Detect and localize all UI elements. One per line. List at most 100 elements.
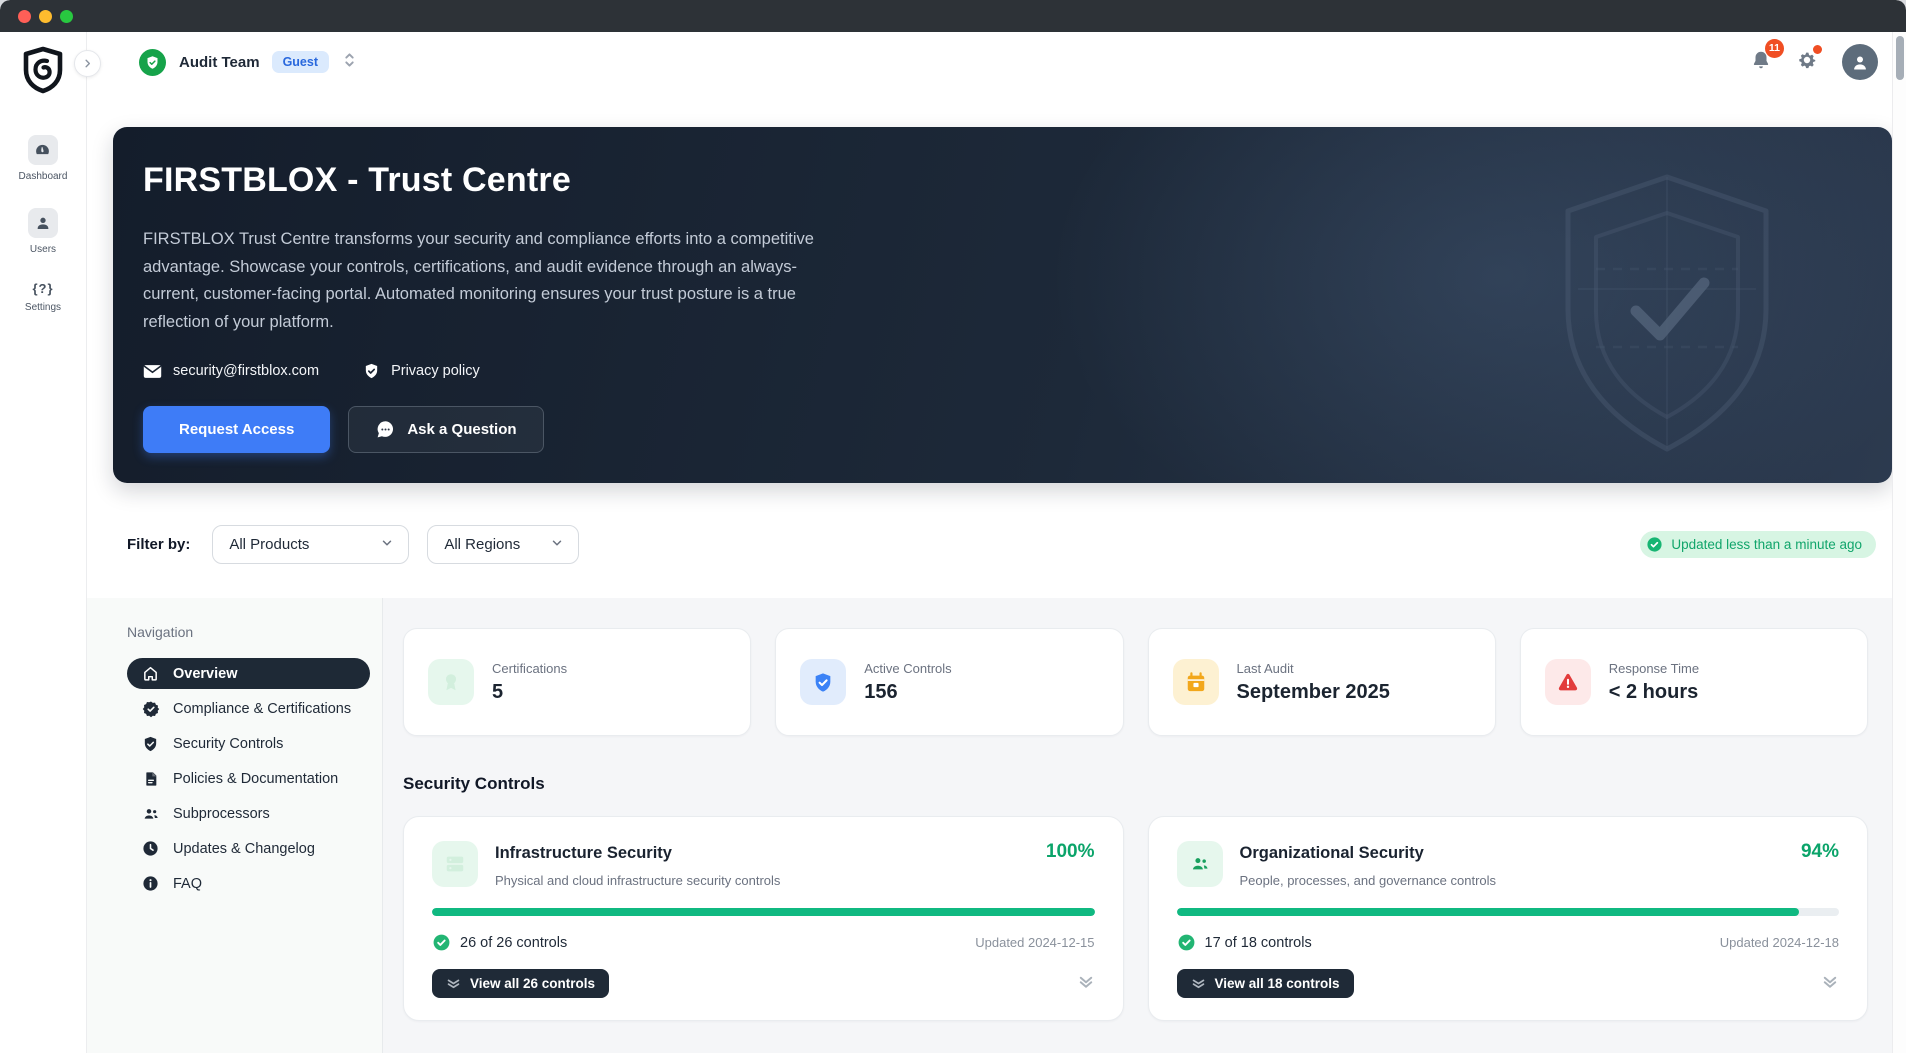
app-logo[interactable] (20, 46, 66, 99)
shield-check-icon (800, 659, 847, 705)
user-icon (27, 208, 58, 238)
security-controls-heading: Security Controls (403, 774, 545, 793)
person-icon (1854, 56, 1866, 70)
products-filter-select[interactable]: All Products (212, 525, 410, 564)
expand-card-button[interactable] (1821, 974, 1839, 994)
badge-check-icon (141, 699, 160, 718)
regions-filter-value: All Regions (444, 536, 521, 553)
last-updated-text: Updated less than a minute ago (1671, 537, 1862, 552)
stat-value: < 2 hours (1608, 680, 1699, 703)
gear-icon (1799, 52, 1816, 68)
progress-fill (1176, 908, 1800, 916)
document-icon (141, 769, 160, 788)
minimize-window-button[interactable] (39, 9, 52, 23)
filter-label: Filter by: (127, 536, 191, 553)
nav-item-faq[interactable]: FAQ (127, 868, 370, 899)
stat-card-active-controls: Active Controls 156 (775, 628, 1124, 736)
nav-item-policies-documentation[interactable]: Policies & Documentation (127, 763, 370, 794)
server-icon (432, 841, 478, 887)
nav-item-label: Compliance & Certifications (173, 700, 352, 717)
view-all-label: View all 26 controls (470, 976, 596, 991)
stat-value: September 2025 (1236, 680, 1390, 703)
chevron-down-icon (550, 536, 564, 554)
close-window-button[interactable] (18, 9, 31, 23)
privacy-policy-label: Privacy policy (391, 363, 480, 379)
nav-item-overview[interactable]: Overview (127, 658, 370, 689)
progress-bar (432, 908, 1095, 916)
nav-item-label: Security Controls (173, 735, 284, 752)
security-email-link[interactable]: security@firstblox.com (143, 363, 319, 379)
chevron-down-icon (380, 536, 394, 554)
nav-item-updates-changelog[interactable]: Updates & Changelog (127, 833, 370, 864)
notification-count-badge: 11 (1764, 38, 1784, 58)
clock-icon (141, 839, 160, 858)
navigation-title: Navigation (127, 624, 194, 640)
settings-alert-dot (1813, 44, 1822, 54)
sidebar-item-label: Settings (24, 302, 62, 313)
chevron-right-icon (85, 59, 91, 68)
view-all-controls-button[interactable]: View all 26 controls (432, 969, 610, 998)
left-sidebar: Dashboard Users {?} Settings (0, 32, 87, 1053)
ask-question-button[interactable]: Ask a Question (348, 406, 544, 453)
sidebar-item-label: Users (29, 244, 57, 255)
scrollbar-thumb[interactable] (1896, 36, 1904, 80)
control-updated-date: Updated 2024-12-18 (1719, 935, 1839, 950)
progress-bar (1176, 908, 1839, 916)
settings-button[interactable] (1796, 44, 1822, 76)
shield-check-icon (141, 734, 160, 753)
expand-card-button[interactable] (1077, 974, 1095, 994)
nav-item-label: FAQ (173, 875, 203, 892)
control-card-title: Organizational Security (1239, 844, 1424, 862)
check-circle-icon (433, 934, 450, 951)
zoom-window-button[interactable] (60, 9, 73, 23)
people-icon (1176, 841, 1223, 887)
hero-title: FIRSTBLOX - Trust Centre (143, 161, 571, 199)
control-card-infrastructure-security: Infrastructure Security Physical and clo… (403, 816, 1124, 1021)
role-badge: Guest (271, 51, 329, 73)
nav-item-subprocessors[interactable]: Subprocessors (127, 798, 370, 829)
stat-card-certifications: Certifications 5 (403, 628, 752, 736)
sidebar-item-users[interactable]: Users (19, 208, 68, 255)
control-percent: 100% (1045, 841, 1095, 862)
filter-bar: Filter by: All Products All Regions (87, 483, 1906, 598)
chat-bubble-icon (377, 421, 394, 438)
regions-filter-select[interactable]: All Regions (427, 525, 580, 564)
shield-check-icon (365, 363, 378, 379)
collapse-sidebar-button[interactable] (74, 50, 101, 77)
view-all-controls-button[interactable]: View all 18 controls (1176, 969, 1354, 998)
app-header: Audit Team Guest 11 (87, 32, 1906, 92)
view-all-label: View all 18 controls (1214, 976, 1340, 991)
double-chevron-down-icon (1079, 976, 1092, 988)
layers-icon (1192, 979, 1204, 989)
nav-item-label: Policies & Documentation (173, 770, 339, 787)
section-navigation: Navigation Overview Compliance & Cert (87, 598, 383, 1053)
hero-description: FIRSTBLOX Trust Centre transforms your s… (143, 230, 814, 331)
sidebar-item-dashboard[interactable]: Dashboard (19, 135, 67, 182)
stat-label: Certifications (492, 660, 568, 676)
braces-question-icon: {?} (32, 281, 54, 296)
control-updated-date: Updated 2024-12-15 (975, 935, 1095, 950)
overview-main: Certifications 5 Active Controls (383, 598, 1906, 1053)
envelope-icon (143, 364, 162, 378)
team-switcher-chevrons-icon[interactable] (343, 52, 356, 73)
request-access-button[interactable]: Request Access (143, 406, 331, 453)
bell-icon (1753, 51, 1769, 68)
user-avatar[interactable] (1842, 44, 1878, 80)
controls-count: 26 of 26 controls (460, 934, 568, 951)
security-email: security@firstblox.com (173, 363, 320, 379)
nav-item-compliance-certifications[interactable]: Compliance & Certifications (127, 693, 370, 724)
sidebar-item-settings[interactable]: {?} Settings (19, 281, 68, 313)
control-card-organizational-security: Organizational Security People, processe… (1147, 816, 1868, 1021)
nav-item-label: Subprocessors (173, 805, 270, 822)
window-scrollbar (1892, 32, 1906, 1053)
team-name: Audit Team (179, 53, 260, 71)
home-icon (141, 664, 160, 683)
privacy-policy-link[interactable]: Privacy policy (363, 362, 480, 380)
nav-item-security-controls[interactable]: Security Controls (127, 728, 370, 759)
shield-watermark-graphic (1548, 169, 1786, 462)
notifications-button[interactable]: 11 (1750, 38, 1784, 77)
double-chevron-down-icon (1823, 976, 1837, 988)
nav-item-label: Updates & Changelog (173, 840, 315, 857)
certificate-icon (428, 659, 474, 705)
check-circle-icon (1647, 537, 1662, 552)
